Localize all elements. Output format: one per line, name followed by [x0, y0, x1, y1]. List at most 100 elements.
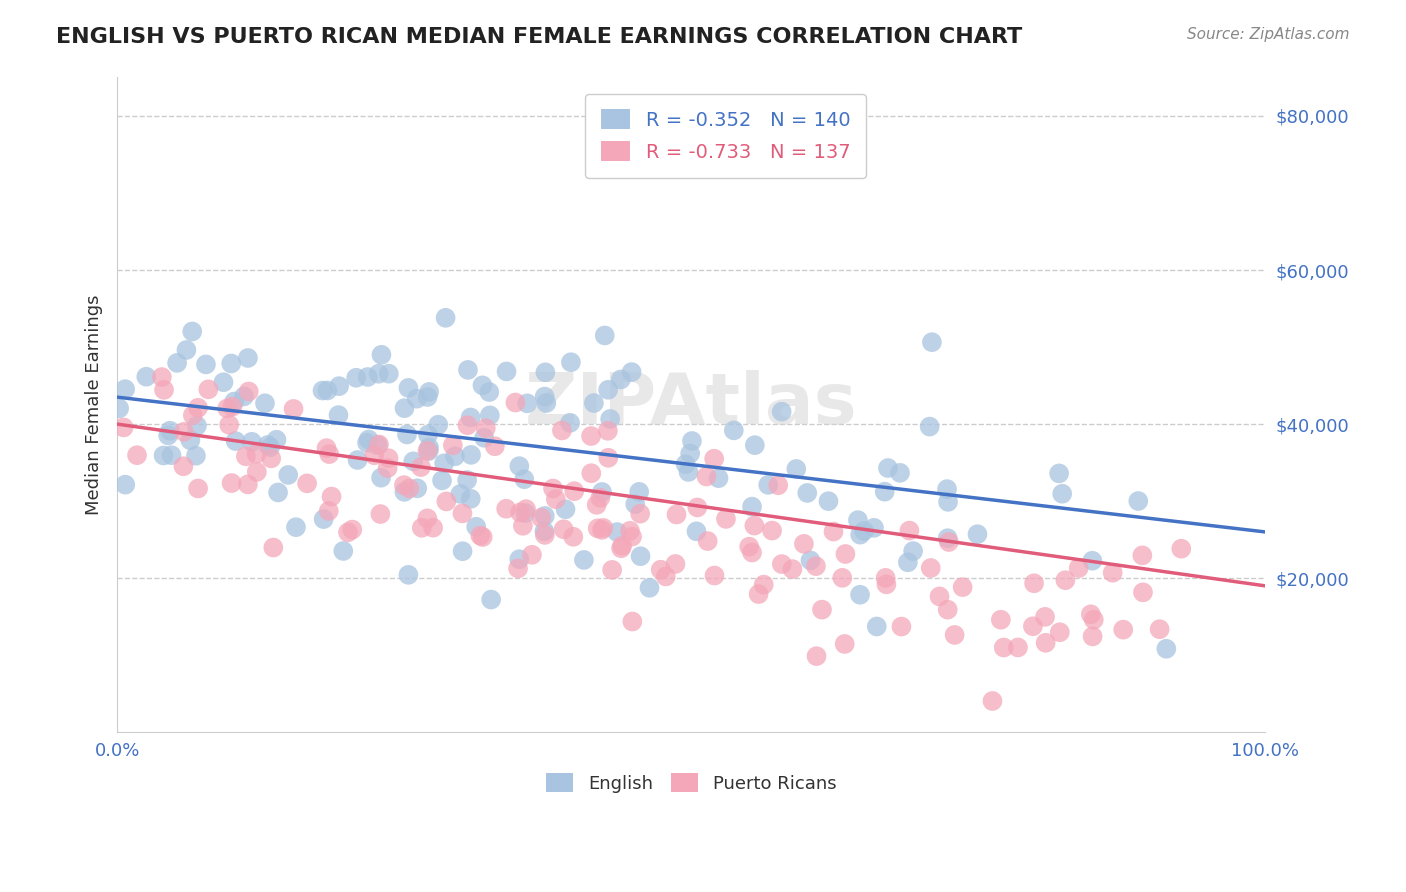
Puerto Ricans	[664, 557, 686, 571]
Puerto Ricans	[943, 628, 966, 642]
English	[356, 435, 378, 450]
English	[889, 466, 911, 480]
Puerto Ricans	[581, 466, 603, 480]
English	[357, 433, 380, 447]
Puerto Ricans	[475, 421, 498, 435]
Puerto Ricans	[1101, 566, 1123, 580]
English	[853, 524, 876, 538]
English	[591, 485, 613, 500]
Puerto Ricans	[411, 521, 433, 535]
Puerto Ricans	[1022, 619, 1045, 633]
Puerto Ricans	[321, 490, 343, 504]
English	[460, 491, 482, 506]
Puerto Ricans	[981, 694, 1004, 708]
Puerto Ricans	[187, 482, 209, 496]
Puerto Ricans	[591, 523, 613, 537]
Puerto Ricans	[181, 409, 204, 423]
English	[430, 474, 453, 488]
English	[184, 449, 207, 463]
Puerto Ricans	[434, 494, 457, 508]
Puerto Ricans	[1081, 629, 1104, 643]
Puerto Ricans	[585, 498, 607, 512]
Puerto Ricans	[337, 525, 360, 540]
English	[394, 401, 416, 416]
English	[152, 449, 174, 463]
English	[598, 383, 620, 397]
Puerto Ricans	[197, 382, 219, 396]
Puerto Ricans	[1049, 625, 1071, 640]
Puerto Ricans	[262, 541, 284, 555]
Puerto Ricans	[470, 528, 492, 542]
Puerto Ricans	[562, 484, 585, 499]
English	[1081, 554, 1104, 568]
Puerto Ricans	[544, 492, 567, 507]
Puerto Ricans	[509, 505, 531, 519]
English	[472, 431, 495, 445]
English	[457, 363, 479, 377]
Puerto Ricans	[928, 590, 950, 604]
Puerto Ricans	[811, 602, 834, 616]
English	[465, 520, 488, 534]
Puerto Ricans	[596, 424, 619, 438]
English	[918, 419, 941, 434]
Puerto Ricans	[1132, 585, 1154, 599]
Puerto Ricans	[283, 401, 305, 416]
English	[638, 581, 661, 595]
Puerto Ricans	[512, 518, 534, 533]
English	[478, 409, 501, 423]
Puerto Ricans	[515, 502, 537, 516]
Puerto Ricans	[398, 482, 420, 496]
Puerto Ricans	[218, 417, 240, 432]
English	[599, 412, 621, 426]
English	[630, 549, 652, 564]
English	[418, 444, 440, 458]
Puerto Ricans	[628, 507, 651, 521]
English	[266, 433, 288, 447]
Puerto Ricans	[990, 613, 1012, 627]
Puerto Ricans	[696, 534, 718, 549]
Puerto Ricans	[368, 437, 391, 451]
English	[723, 423, 745, 437]
English	[367, 367, 389, 381]
English	[901, 544, 924, 558]
English	[610, 372, 633, 386]
English	[157, 428, 180, 442]
Puerto Ricans	[409, 460, 432, 475]
English	[1156, 641, 1178, 656]
English	[582, 396, 605, 410]
Y-axis label: Median Female Earnings: Median Female Earnings	[86, 294, 103, 515]
English	[508, 459, 530, 474]
English	[936, 495, 959, 509]
Puerto Ricans	[875, 577, 897, 591]
Puerto Ricans	[153, 383, 176, 397]
Puerto Ricans	[377, 461, 399, 475]
English	[1050, 487, 1073, 501]
Puerto Ricans	[1130, 549, 1153, 563]
Puerto Ricans	[392, 478, 415, 492]
English	[219, 356, 242, 370]
Puerto Ricans	[318, 504, 340, 518]
Legend: English, Puerto Ricans: English, Puerto Ricans	[537, 764, 845, 802]
English	[593, 328, 616, 343]
English	[785, 462, 807, 476]
English	[460, 410, 482, 425]
English	[770, 405, 793, 419]
Puerto Ricans	[125, 448, 148, 462]
English	[367, 438, 389, 452]
Puerto Ricans	[823, 524, 845, 539]
Puerto Ricans	[770, 557, 793, 571]
English	[370, 471, 392, 485]
English	[346, 453, 368, 467]
English	[678, 465, 700, 479]
English	[179, 434, 201, 448]
Puerto Ricans	[562, 530, 585, 544]
English	[357, 370, 380, 384]
Puerto Ricans	[471, 530, 494, 544]
Puerto Ricans	[665, 508, 688, 522]
English	[533, 390, 555, 404]
Puerto Ricans	[920, 561, 942, 575]
Puerto Ricans	[875, 571, 897, 585]
Puerto Ricans	[738, 540, 761, 554]
Puerto Ricans	[1083, 613, 1105, 627]
Puerto Ricans	[831, 571, 853, 585]
